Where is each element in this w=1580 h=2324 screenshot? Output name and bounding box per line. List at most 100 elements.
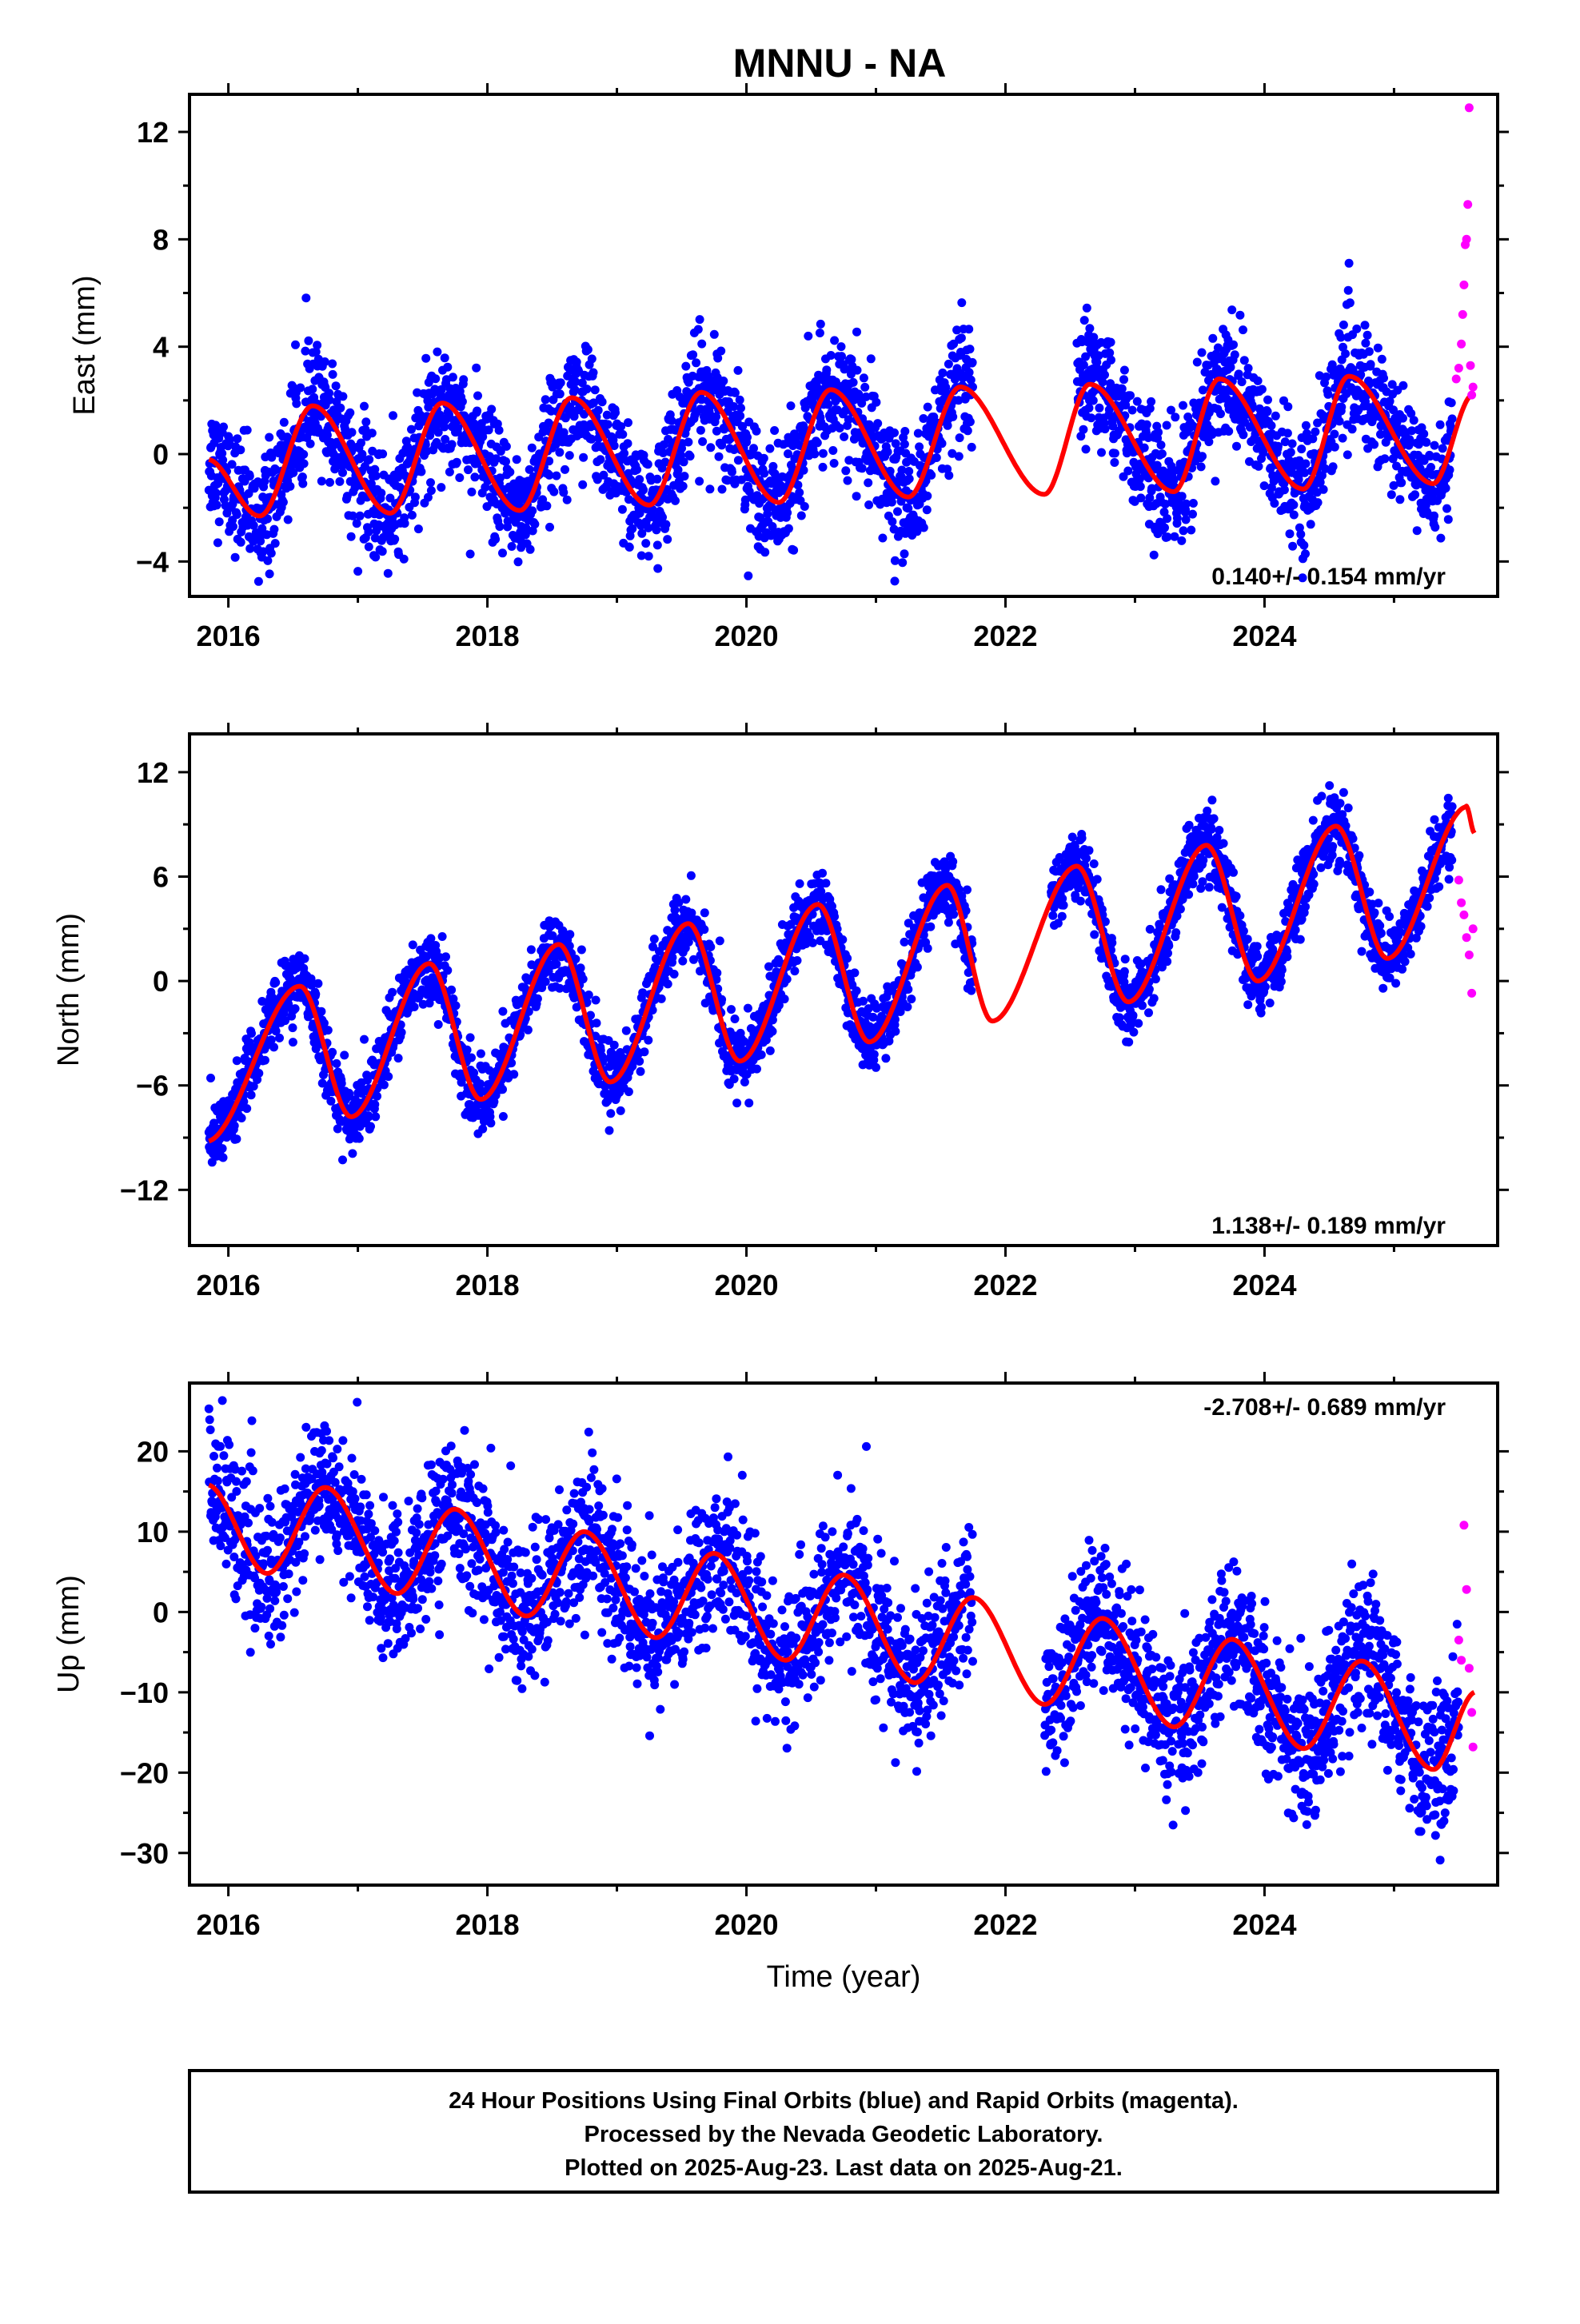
north-final-point: [541, 977, 550, 986]
east-final-point: [530, 520, 539, 528]
east-final-point: [1107, 356, 1115, 365]
north-final-point: [370, 1100, 379, 1109]
east-final-point: [705, 484, 714, 493]
east-final-point: [528, 444, 537, 452]
north-final-point: [843, 954, 852, 963]
north-final-point: [499, 1112, 508, 1121]
east-final-point: [618, 505, 627, 514]
east-final-point: [653, 564, 662, 573]
east-final-point: [1413, 526, 1422, 535]
east-final-point: [635, 475, 644, 484]
north-final-point: [289, 1023, 297, 1032]
north-final-point: [926, 923, 935, 931]
east-final-point: [400, 555, 409, 564]
north-final-point: [206, 1074, 215, 1082]
east-final-point: [555, 448, 564, 456]
east-final-point: [1239, 430, 1247, 439]
east-final-point: [321, 357, 329, 366]
north-final-point: [324, 1026, 333, 1034]
east-final-point: [736, 396, 744, 405]
east-x-tick-label: 2022: [973, 620, 1037, 652]
east-final-point: [1198, 349, 1207, 357]
north-final-point: [328, 1048, 337, 1057]
north-final-point: [870, 1050, 879, 1058]
east-final-point: [1444, 515, 1453, 524]
north-final-point: [348, 1149, 357, 1158]
east-final-point: [1419, 429, 1428, 438]
east-final-point: [390, 535, 399, 544]
north-final-point: [913, 963, 922, 971]
east-final-point: [1288, 542, 1297, 551]
east-final-point: [591, 385, 600, 394]
east-final-point: [1258, 385, 1267, 394]
east-final-point: [353, 519, 361, 528]
north-final-point: [271, 979, 280, 987]
east-final-point: [719, 377, 728, 385]
east-final-point: [1365, 347, 1374, 356]
east-rapid-point: [1466, 361, 1475, 370]
east-final-point: [561, 465, 569, 474]
east-final-point: [1331, 443, 1339, 452]
north-final-point: [967, 987, 976, 995]
east-final-point: [1083, 304, 1091, 313]
east-rapid-point: [1452, 375, 1461, 384]
east-final-point: [313, 341, 321, 349]
east-final-point: [215, 517, 224, 526]
east-final-point: [1410, 416, 1418, 425]
east-final-point: [644, 552, 653, 560]
east-final-point: [1283, 429, 1292, 437]
east-final-point: [371, 552, 380, 561]
east-final-point: [336, 404, 345, 413]
east-final-point: [844, 476, 852, 485]
east-final-point: [900, 427, 909, 436]
east-final-point: [964, 325, 973, 333]
east-final-point: [1367, 360, 1375, 369]
east-final-point: [957, 298, 966, 307]
east-final-point: [813, 438, 822, 447]
east-final-point: [828, 446, 837, 455]
east-final-point: [888, 517, 896, 526]
north-final-point: [338, 1155, 347, 1164]
east-final-point: [458, 397, 467, 406]
east-final-point: [431, 374, 440, 383]
north-final-point: [326, 1097, 335, 1106]
east-final-point: [1097, 448, 1106, 457]
north-final-point: [891, 1027, 900, 1036]
east-final-point: [225, 436, 234, 444]
east-final-point: [317, 476, 326, 485]
east-final-point: [491, 535, 500, 544]
east-final-point: [1231, 350, 1239, 359]
east-final-point: [301, 347, 309, 356]
north-final-point: [533, 995, 542, 1003]
north-final-point: [616, 1106, 625, 1115]
east-final-point: [1111, 449, 1119, 458]
east-final-point: [1270, 499, 1279, 508]
east-final-point: [1198, 452, 1207, 460]
east-final-point: [841, 466, 850, 475]
east-final-point: [1410, 490, 1419, 499]
east-rapid-point: [1467, 391, 1476, 400]
east-final-point: [1187, 526, 1195, 535]
east-final-point: [265, 433, 273, 442]
east-final-point: [736, 412, 744, 421]
east-final-point: [816, 329, 824, 337]
east-final-point: [1363, 331, 1372, 340]
north-final-point: [872, 1063, 880, 1072]
north-final-point: [712, 969, 721, 978]
east-final-point: [1436, 421, 1445, 429]
north-final-point: [527, 945, 536, 954]
north-final-point: [727, 1005, 736, 1014]
east-final-point: [269, 525, 278, 534]
east-final-point: [378, 547, 387, 556]
north-final-point: [447, 986, 456, 995]
north-final-point: [700, 908, 709, 917]
east-final-point: [549, 488, 558, 496]
north-final-point: [467, 1054, 476, 1062]
north-final-point: [579, 975, 588, 983]
east-final-point: [734, 456, 743, 464]
east-final-point: [1430, 523, 1439, 532]
east-final-point: [837, 342, 846, 351]
north-final-point: [577, 946, 586, 955]
east-final-point: [345, 409, 354, 417]
east-final-point: [298, 480, 307, 488]
